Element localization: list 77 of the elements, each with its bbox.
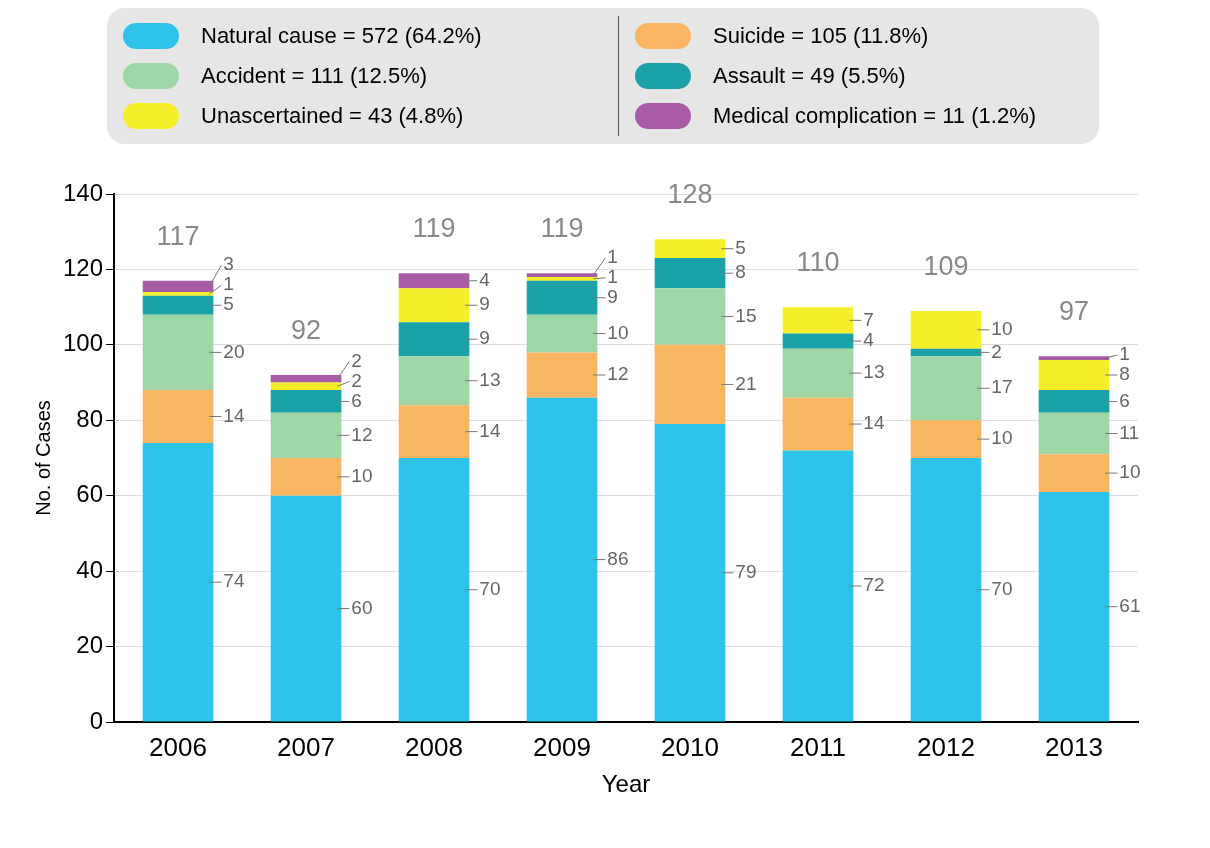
data-label: 14 [479, 419, 501, 441]
data-label: 20 [223, 340, 245, 362]
y-tick-label: 20 [76, 631, 104, 659]
data-label: 5 [223, 293, 234, 315]
x-tick-label: 2013 [1045, 731, 1103, 762]
y-tick-label: 120 [63, 254, 104, 282]
total-label: 119 [412, 213, 456, 244]
x-tick-label: 2009 [533, 731, 591, 762]
data-label: 4 [863, 329, 875, 351]
total-label: 97 [1058, 296, 1090, 327]
x-tick-label: 2008 [405, 731, 463, 762]
data-label: 3 [223, 253, 234, 275]
x-tick-label: 2011 [790, 731, 846, 762]
data-label: 17 [991, 376, 1013, 398]
data-label: 12 [607, 363, 629, 385]
data-label: 2 [351, 369, 362, 391]
data-label: 1 [607, 265, 618, 287]
data-label: 10 [1119, 461, 1141, 483]
total-label: 92 [291, 314, 322, 345]
legend-label: Medical complication = 11 (1.2%) [713, 103, 1037, 129]
data-label: 7 [863, 308, 874, 330]
data-label: 8 [1119, 363, 1130, 385]
y-tick-label: 40 [76, 555, 104, 583]
y-tick-label: 60 [76, 480, 104, 508]
data-label: 1 [223, 273, 234, 295]
data-label: 10 [607, 321, 629, 343]
x-tick-label: 2012 [917, 731, 975, 762]
total-label: 117 [156, 220, 200, 251]
total-label: 110 [796, 247, 840, 278]
data-label: 5 [735, 236, 746, 258]
y-tick-label: 0 [89, 706, 104, 734]
total-label: 119 [540, 213, 584, 244]
data-label: 14 [223, 404, 245, 426]
data-label: 10 [351, 465, 373, 487]
data-label: 10 [991, 318, 1013, 340]
data-label: 86 [607, 547, 629, 569]
y-tick-label: 140 [63, 178, 104, 206]
data-label: 2 [351, 349, 362, 371]
legend-label: Unascertained = 43 (4.8%) [201, 103, 464, 129]
y-tick-label: 80 [76, 404, 104, 432]
data-label: 8 [735, 261, 746, 283]
data-label: 12 [351, 423, 373, 445]
legend-label: Accident = 111 (12.5%) [201, 63, 428, 89]
data-label: 4 [479, 268, 491, 290]
data-label: 6 [1119, 389, 1130, 411]
data-label: 14 [863, 412, 885, 434]
data-label: 61 [1119, 594, 1141, 616]
data-label: 1 [1119, 343, 1130, 365]
data-label: 9 [479, 327, 490, 349]
data-label: 21 [735, 372, 757, 394]
y-tick-label: 100 [63, 329, 104, 357]
data-label: 1 [607, 245, 618, 267]
data-label: 11 [1119, 421, 1140, 443]
x-axis-title: Year [601, 770, 651, 798]
data-label: 9 [479, 293, 490, 315]
data-label: 70 [479, 577, 501, 599]
total-label: 109 [923, 250, 969, 281]
legend-label: Assault = 49 (5.5%) [713, 63, 906, 89]
data-label: 13 [863, 361, 885, 383]
legend-label: Natural cause = 572 (64.2%) [201, 23, 482, 49]
data-label: 6 [351, 389, 362, 411]
data-label: 74 [223, 570, 245, 592]
legend-label: Suicide = 105 (11.8%) [713, 23, 929, 49]
data-label: 79 [735, 561, 757, 583]
x-tick-label: 2010 [661, 731, 719, 762]
x-tick-label: 2006 [149, 731, 207, 762]
data-label: 70 [991, 577, 1013, 599]
data-label: 2 [991, 340, 1002, 362]
data-label: 9 [607, 285, 618, 307]
data-label: 60 [351, 596, 373, 618]
x-tick-label: 2007 [277, 731, 335, 762]
total-label: 128 [667, 179, 713, 210]
data-label: 13 [479, 368, 501, 390]
data-label: 15 [735, 304, 757, 326]
data-label: 72 [863, 574, 885, 596]
y-axis-title: No. of Cases [31, 400, 54, 516]
data-label: 10 [991, 427, 1013, 449]
